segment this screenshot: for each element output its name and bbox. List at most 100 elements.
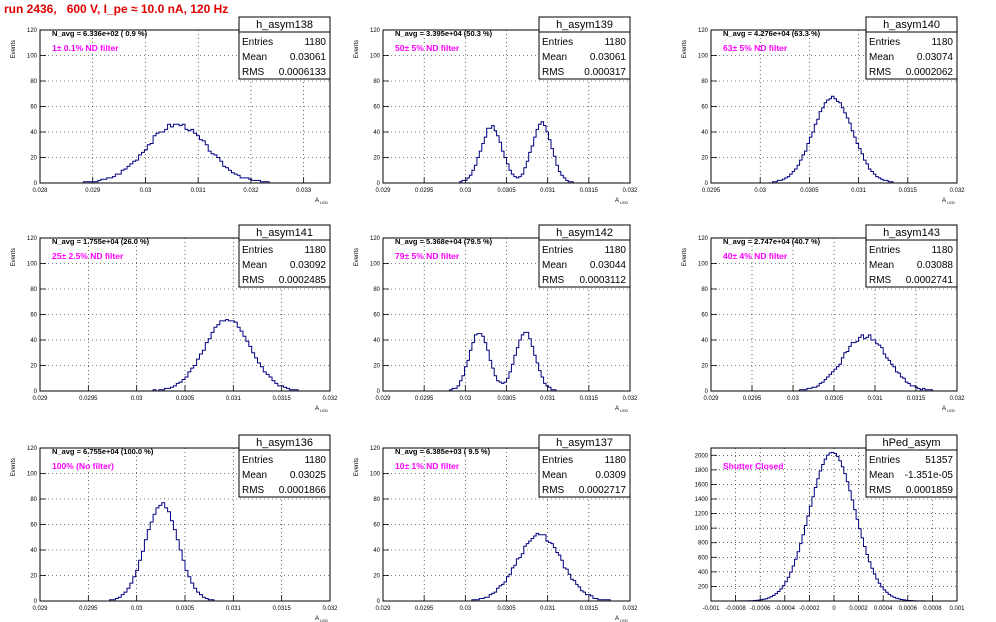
stats-key: RMS [242, 275, 265, 286]
x-tick-label: 0.001 [949, 606, 965, 612]
x-tick-label: 0.0295 [79, 606, 98, 612]
x-tick-label: 0.0295 [79, 396, 98, 402]
histogram-line-h_asym136 [40, 502, 330, 602]
x-tick-label: 0.031 [540, 606, 556, 612]
stats-key: Mean [869, 260, 894, 271]
y-tick-label: 0 [34, 599, 38, 605]
x-tick-label: 0.0305 [497, 396, 516, 402]
x-axis-label: A LED [315, 406, 328, 413]
x-tick-label: 0.032 [243, 188, 259, 194]
y-axis-label: Events [354, 40, 360, 58]
x-tick-label: 0.029 [85, 188, 101, 194]
y-tick-label: 20 [30, 574, 37, 580]
x-tick-label: 0.031 [191, 188, 207, 194]
y-axis-label: Events [11, 248, 17, 266]
y-tick-label: 60 [373, 105, 380, 111]
stats-key: RMS [869, 275, 892, 286]
filter-label: 50± 5% ND filter [395, 43, 460, 53]
filter-label: 79± 5% ND filter [395, 251, 460, 261]
stats-title: h_asym140 [883, 19, 940, 31]
histogram-line-h_asym140 [711, 95, 957, 184]
pad-h_asym141: 0 20 40 60 80 100 120 0.029 0.0295 0.03 0.0305 0.03… [11, 224, 338, 413]
stats-key: RMS [869, 67, 892, 78]
y-tick-label: 100 [370, 54, 381, 60]
y-tick-label: 80 [30, 287, 37, 293]
stats-key: Entries [242, 455, 273, 466]
histogram-line-h_asym138 [40, 123, 330, 184]
pad-h_asym140: 0 20 40 60 80 100 120 0.0295 0.03 0.0305 0.031 0.03… [682, 16, 965, 205]
x-axis-label-sub: LED [619, 408, 628, 413]
x-tick-label: 0.03 [459, 606, 471, 612]
x-tick-label: 0.031 [540, 188, 556, 194]
stats-value: 0.0006133 [279, 67, 327, 78]
x-tick-label: 0.031 [226, 396, 242, 402]
x-axis-label-sub: LED [946, 200, 955, 205]
stats-key: Entries [242, 245, 273, 256]
stats-value: 0.0003112 [579, 275, 626, 286]
navg-label: N_avg = 6.336e+02 ( 0.9 %) [52, 29, 148, 38]
y-tick-label: 40 [30, 130, 37, 136]
x-tick-label: 0.031 [226, 606, 242, 612]
x-tick-label: 0.03 [131, 606, 143, 612]
x-tick-label: 0.0305 [800, 188, 819, 194]
stats-key: Mean [242, 470, 267, 481]
y-axis-label: Events [354, 248, 360, 266]
x-tick-label: 0.0295 [415, 606, 434, 612]
x-axis-label: A LED [615, 406, 628, 413]
y-tick-label: 20 [373, 574, 380, 580]
stats-key: Mean [242, 52, 267, 63]
stats-value: 0.0002717 [579, 485, 627, 496]
x-tick-label: 0.0295 [415, 188, 434, 194]
stats-key: RMS [242, 67, 265, 78]
stats-key: Entries [869, 37, 900, 48]
x-tick-label: 0.029 [32, 396, 48, 402]
stats-box [865, 434, 958, 498]
x-tick-label: 0.0305 [176, 606, 195, 612]
stats-value: 0.000317 [584, 67, 626, 78]
x-tick-label: -0.0004 [775, 606, 796, 612]
y-tick-label: 20 [373, 156, 380, 162]
stats-title: h_asym137 [556, 437, 613, 449]
stats-key: Mean [542, 260, 567, 271]
stats-title: h_asym141 [256, 227, 313, 239]
x-tick-label: 0.032 [322, 396, 338, 402]
filter-label: 25± 2.5% ND filter [52, 251, 124, 261]
y-axis-label: Events [682, 40, 688, 58]
x-tick-label: 0.03 [140, 188, 152, 194]
y-tick-label: 1400 [695, 497, 709, 503]
stats-box [865, 16, 958, 80]
x-tick-label: 0.028 [32, 188, 48, 194]
stats-box [238, 434, 331, 498]
histogram-line-hPed_asym [711, 451, 957, 602]
y-tick-label: 80 [30, 497, 37, 503]
stats-key: Mean [542, 470, 567, 481]
stats-box [538, 224, 631, 288]
x-axis-label-sub: LED [319, 200, 328, 205]
stats-title: h_asym143 [883, 227, 940, 239]
x-axis-label: A LED [942, 406, 955, 413]
x-tick-label: 0.03 [459, 188, 471, 194]
x-tick-label: 0.033 [296, 188, 312, 194]
x-tick-label: -0.0006 [750, 606, 771, 612]
y-tick-label: 60 [30, 105, 37, 111]
y-tick-label: 200 [698, 584, 709, 590]
filter-label: 100% (No filter) [52, 461, 114, 471]
x-tick-label: 0.0315 [580, 396, 599, 402]
stats-key: RMS [242, 485, 265, 496]
canvas-title: run 2436, 600 V, I_pe ≈ 10.0 nA, 120 Hz [4, 2, 229, 16]
stats-title: h_asym138 [256, 19, 313, 31]
x-tick-label: 0.031 [540, 396, 556, 402]
stats-box [238, 224, 331, 288]
y-tick-label: 2000 [695, 453, 709, 459]
stats-key: Entries [542, 245, 573, 256]
y-tick-label: 100 [370, 472, 381, 478]
y-tick-label: 60 [701, 313, 708, 319]
y-tick-label: 60 [30, 313, 37, 319]
y-tick-label: 80 [701, 79, 708, 85]
y-tick-label: 400 [698, 570, 709, 576]
x-tick-label: 0.0315 [580, 606, 599, 612]
stats-key: Mean [869, 470, 894, 481]
x-tick-label: 0.0315 [899, 188, 918, 194]
y-tick-label: 120 [698, 28, 709, 34]
